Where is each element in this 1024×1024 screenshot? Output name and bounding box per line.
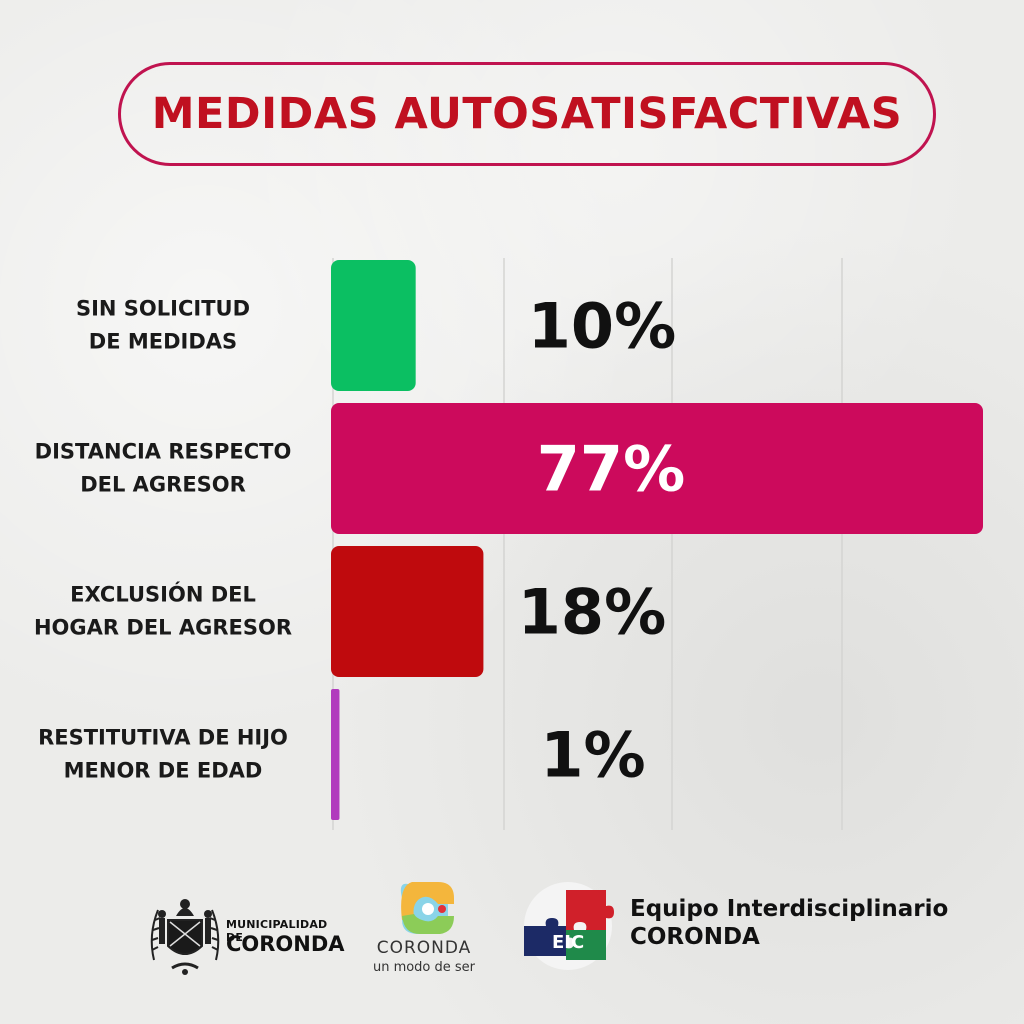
bar — [331, 260, 416, 391]
category-label: SIN SOLICITUD DE MEDIDAS — [76, 297, 250, 354]
bar — [331, 689, 340, 820]
bar — [331, 546, 484, 677]
puzzle-icon: EIC — [524, 882, 614, 970]
team-name-line1: Equipo Interdisciplinario — [630, 896, 949, 922]
category-label: EXCLUSIÓN DEL HOGAR DEL AGRESOR — [34, 582, 292, 640]
coronda-c-icon — [400, 882, 454, 934]
chart-value-labels: 10% 77% 18% 1% — [518, 290, 685, 792]
eic-puzzle-logo: EIC — [516, 880, 626, 970]
value-label: 1% — [540, 719, 645, 792]
coronda-brand-name: CORONDA — [376, 938, 472, 958]
municipality-label: MUNICIPALIDAD DE — [226, 918, 328, 944]
bar-chart: SIN SOLICITUD DE MEDIDAS DISTANCIA RESPECT… — [34, 258, 983, 830]
team-name-line2: CORONDA — [630, 924, 760, 950]
eic-abbreviation: EIC — [552, 932, 584, 953]
value-label: 10% — [528, 290, 676, 363]
chart-bars — [331, 260, 983, 820]
value-label: 77% — [537, 433, 685, 506]
page-title: MEDIDAS AUTOSATISFACTIVAS — [151, 89, 903, 139]
municipality-name: CORONDA — [226, 932, 345, 956]
coronda-brand-logo: CORONDA un modo de ser — [368, 876, 488, 976]
value-label: 18% — [518, 576, 666, 649]
chart-category-labels: SIN SOLICITUD DE MEDIDAS DISTANCIA RESPECT… — [34, 297, 292, 783]
coronda-tagline: un modo de ser — [372, 960, 476, 975]
municipality-logo: MUNICIPALIDAD DE CORONDA — [146, 890, 346, 980]
bar — [331, 403, 983, 534]
category-label: DISTANCIA RESPECTO DEL AGRESOR — [35, 440, 292, 497]
category-label: RESTITUTIVA DE HIJO MENOR DE EDAD — [38, 726, 288, 783]
footer-logos: MUNICIPALIDAD DE CORONDA CORONDA un modo… — [0, 870, 1024, 990]
coat-of-arms-icon — [150, 899, 220, 975]
title-banner: MEDIDAS AUTOSATISFACTIVAS — [118, 62, 936, 166]
